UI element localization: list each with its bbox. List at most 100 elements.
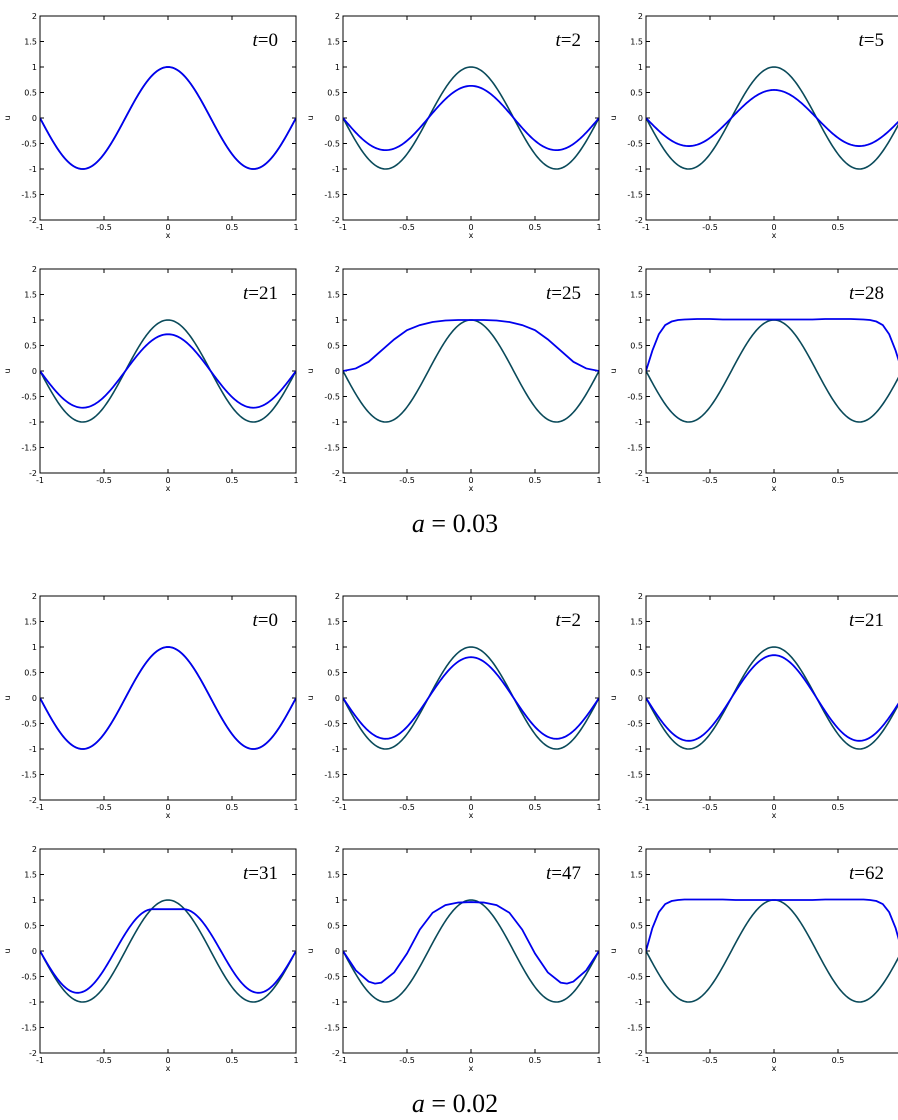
x-axis-label: x (772, 231, 777, 240)
y-tick-label: 0 (638, 367, 643, 376)
axes-frame (39, 595, 297, 801)
series-solution-line (646, 89, 898, 147)
y-axis-label: u (306, 115, 315, 120)
y-tick-label: -1 (29, 745, 37, 754)
time-label: t=2 (556, 30, 582, 51)
y-tick-label: -0.5 (627, 720, 643, 729)
x-tick-label: -0.5 (399, 476, 415, 485)
x-tick-label: -0.5 (96, 476, 112, 485)
series-initial-line (646, 66, 898, 170)
y-tick-label: 2 (335, 845, 340, 854)
x-tick-label: 0 (771, 476, 776, 485)
y-tick-label: -0.5 (324, 393, 340, 402)
y-tick-label: -2 (332, 469, 340, 478)
x-tick-label: -1 (339, 476, 347, 485)
y-axis-label: u (3, 115, 12, 120)
x-tick-label: -0.5 (96, 803, 112, 812)
y-tick-label: -1.5 (21, 771, 37, 780)
series-solution-line (646, 318, 898, 372)
y-tick-label: 2 (638, 845, 643, 854)
y-tick-label: -1 (635, 418, 643, 427)
y-tick-label: 2 (335, 265, 340, 274)
x-tick-label: 1 (293, 803, 298, 812)
plot-area (40, 899, 296, 1003)
x-tick-label: -1 (642, 223, 650, 232)
y-tick-label: -2 (635, 796, 643, 805)
y-tick-label: 1 (335, 316, 340, 325)
x-tick-label: 1 (293, 223, 298, 232)
axes-frame (39, 848, 297, 1054)
series-solution-line (40, 66, 296, 170)
x-tick-label: 0 (165, 223, 170, 232)
series-initial-line (646, 646, 898, 750)
plot-area (343, 899, 599, 1003)
x-axis-label: x (166, 231, 171, 240)
x-tick-label: -0.5 (399, 803, 415, 812)
y-tick-label: -1 (332, 745, 340, 754)
x-tick-label: -1 (642, 476, 650, 485)
x-tick-label: 1 (596, 223, 601, 232)
y-tick-label: -2 (635, 1049, 643, 1058)
y-tick-label: -1.5 (324, 1024, 340, 1033)
subplot-t-21: -2 -1.5 -1 -0.5 0 0.5 1 1.5 2 -1 -0.5 0 0.5 x u t=21 (609, 592, 898, 820)
y-tick-label: 2 (638, 592, 643, 601)
x-tick-label: -1 (642, 1056, 650, 1065)
time-label: t=0 (253, 610, 279, 631)
subplot-grid: -2-1.5-1-0.500.511.52-1 -0.5 0 0.5 1xut=0-2-… (3, 12, 898, 1073)
plot-area (343, 646, 599, 750)
x-tick-label: 0 (771, 223, 776, 232)
y-tick-label: 2 (32, 845, 37, 854)
x-tick-label: 0 (468, 476, 473, 485)
x-axis-label: x (772, 484, 777, 493)
y-tick-label: 1.5 (24, 291, 37, 300)
y-tick-label: -1 (29, 165, 37, 174)
y-axis-label: u (609, 368, 618, 373)
y-axis-label: u (306, 948, 315, 953)
x-tick-label: 0.5 (226, 476, 239, 485)
time-label: t=25 (546, 283, 581, 304)
series-solution-line (40, 646, 296, 750)
plot-area (40, 66, 296, 170)
y-tick-label: -1.5 (21, 1024, 37, 1033)
subplot-t-31: -2 -1.5 -1 -0.5 0 0.5 1 1.5 2 -1 -0.5 0 0.5 1 x u t=31 (3, 845, 299, 1073)
y-tick-label: 0.5 (327, 89, 340, 98)
x-tick-label: 0.5 (529, 803, 542, 812)
y-tick-label: -0.5 (21, 720, 37, 729)
x-tick-label: -1 (642, 803, 650, 812)
y-tick-label: -1 (332, 418, 340, 427)
subplot-t-25: -2 -1.5 -1 -0.5 0 0.5 1 1.5 2 -1 -0.5 0 0.5 1 x u t=25 (306, 265, 602, 493)
y-tick-label: 1.5 (327, 618, 340, 627)
y-tick-label: 1.5 (24, 871, 37, 880)
y-axis-label: u (3, 368, 12, 373)
y-tick-label: -1 (635, 745, 643, 754)
y-tick-label: 1 (638, 643, 643, 652)
y-tick-label: 2 (32, 12, 37, 21)
axes-frame (342, 848, 600, 1054)
axes-frame (645, 848, 898, 1054)
subplot-t-62: -2 -1.5 -1 -0.5 0 0.5 1 1.5 2 -1 -0.5 0 0.5 x u t=62 (609, 845, 898, 1073)
x-tick-label: 0.5 (832, 223, 845, 232)
y-tick-label: -1.5 (627, 444, 643, 453)
y-tick-label: 0.5 (630, 669, 643, 678)
y-tick-label: -2 (332, 216, 340, 225)
y-tick-label: 1 (638, 316, 643, 325)
x-axis-label: x (772, 1064, 777, 1073)
x-tick-label: -1 (36, 223, 44, 232)
x-tick-label: -1 (36, 1056, 44, 1065)
series-solution-line (646, 654, 898, 742)
subplot-t-0: -2 -1.5 -1 -0.5 0 0.5 1 1.5 2 -1 -0.5 0 0.5 1 x u t=0 (3, 592, 299, 820)
y-axis-label: u (609, 695, 618, 700)
x-tick-label: 0 (771, 803, 776, 812)
plot-area (40, 646, 296, 750)
series-solution-line (40, 908, 296, 994)
y-tick-label: 0.5 (630, 922, 643, 931)
x-tick-label: -1 (339, 803, 347, 812)
axes-frame (645, 595, 898, 801)
y-tick-label: 0 (32, 114, 37, 123)
x-tick-label: 1 (596, 476, 601, 485)
subplot-t-47: -2 -1.5 -1 -0.5 0 0.5 1 1.5 2 -1 -0.5 0 0.5 1 x u t=47 (306, 845, 602, 1073)
x-axis-label: x (772, 811, 777, 820)
y-tick-label: 0 (32, 367, 37, 376)
x-axis-label: x (166, 811, 171, 820)
series-initial-line (343, 66, 599, 170)
